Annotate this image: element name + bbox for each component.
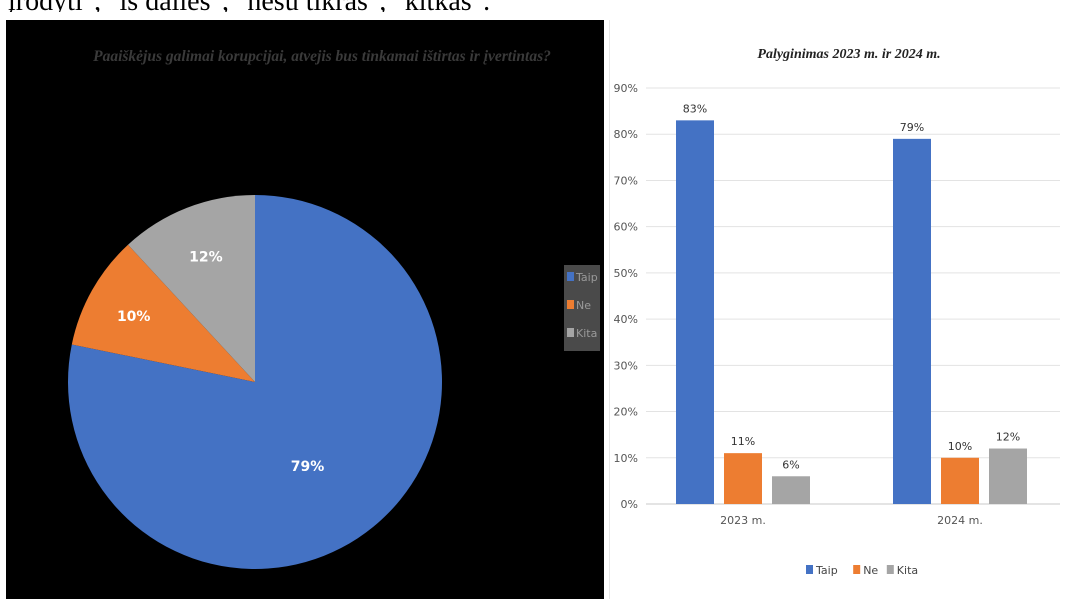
bar-data-label: 79% (900, 121, 924, 134)
y-tick-label: 20% (614, 406, 638, 419)
y-tick-label: 50% (614, 267, 638, 280)
y-tick-label: 70% (614, 174, 638, 187)
pie-title: Paaiškėjus galimai korupcijai, atvejis b… (93, 48, 551, 65)
bar-legend-label-ne: Ne (863, 564, 878, 577)
bar-data-label: 11% (731, 435, 755, 448)
pie-legend-label-ne: Ne (576, 299, 591, 312)
pie-legend-label-kita: Kita (576, 327, 597, 340)
pie-label-kita: 12% (189, 250, 223, 266)
bar-title: Palyginimas 2023 m. ir 2024 m. (757, 47, 940, 62)
pie-legend-label-taip: Taip (575, 271, 598, 284)
bar-taip-2 (893, 138, 931, 504)
pie-label-ne: 10% (117, 309, 151, 325)
y-tick-label: 30% (614, 359, 638, 372)
bar-data-label: 12% (996, 431, 1020, 444)
pie-legend-swatch-kita (567, 328, 574, 337)
pie-chart-panel: Paaiškėjus galimai korupcijai, atvejis b… (6, 20, 604, 599)
bar-legend-swatch-ne (853, 565, 861, 574)
pie-slice-ne (71, 244, 255, 382)
pie-slice-taip (68, 195, 443, 570)
x-category-label: 2023 m. (720, 514, 766, 527)
bar-kita-2 (989, 448, 1027, 504)
bar-legend-swatch-kita (886, 565, 894, 574)
bar-ne-2 (941, 457, 979, 504)
bar-ne-1 (724, 453, 762, 504)
bar-chart: Palyginimas 2023 m. ir 2024 m. 0% 10% 20% 30… (614, 47, 1060, 577)
y-tick-label: 80% (614, 128, 638, 141)
bar-chart-panel: Palyginimas 2023 m. ir 2024 m. 0% 10% 20% 30… (609, 20, 1070, 599)
bar-data-label: 10% (948, 440, 972, 453)
bar-kita-1 (772, 476, 810, 504)
pie-legend-swatch-taip (567, 272, 574, 281)
pie-legend: Taip Ne Kita (564, 265, 600, 351)
bar-legend: Taip Ne Kita (806, 564, 918, 577)
y-tick-label: 10% (614, 452, 638, 465)
bar-legend-swatch-taip (806, 565, 813, 574)
bar-data-label: 6% (782, 458, 799, 471)
y-tick-label: 40% (614, 313, 638, 326)
x-category-label: 2024 m. (937, 514, 983, 527)
y-tick-label: 60% (614, 221, 638, 234)
bar-legend-label-kita: Kita (897, 564, 918, 577)
pie-slice-kita (128, 195, 255, 382)
pie-chart: Paaiškėjus galimai korupcijai, atvejis b… (68, 48, 600, 570)
y-tick-label: 0% (621, 498, 638, 511)
bar-legend-label-taip: Taip (815, 564, 838, 577)
pie-label-taip: 79% (291, 459, 325, 475)
y-tick-label: 90% (614, 82, 638, 95)
bar-data-label: 83% (683, 102, 707, 115)
bar-taip-1 (676, 120, 714, 504)
page-heading-text: įrodyti", "iš dalies", "nesu tikras", "k… (8, 0, 1068, 12)
pie-legend-swatch-ne (567, 300, 574, 309)
